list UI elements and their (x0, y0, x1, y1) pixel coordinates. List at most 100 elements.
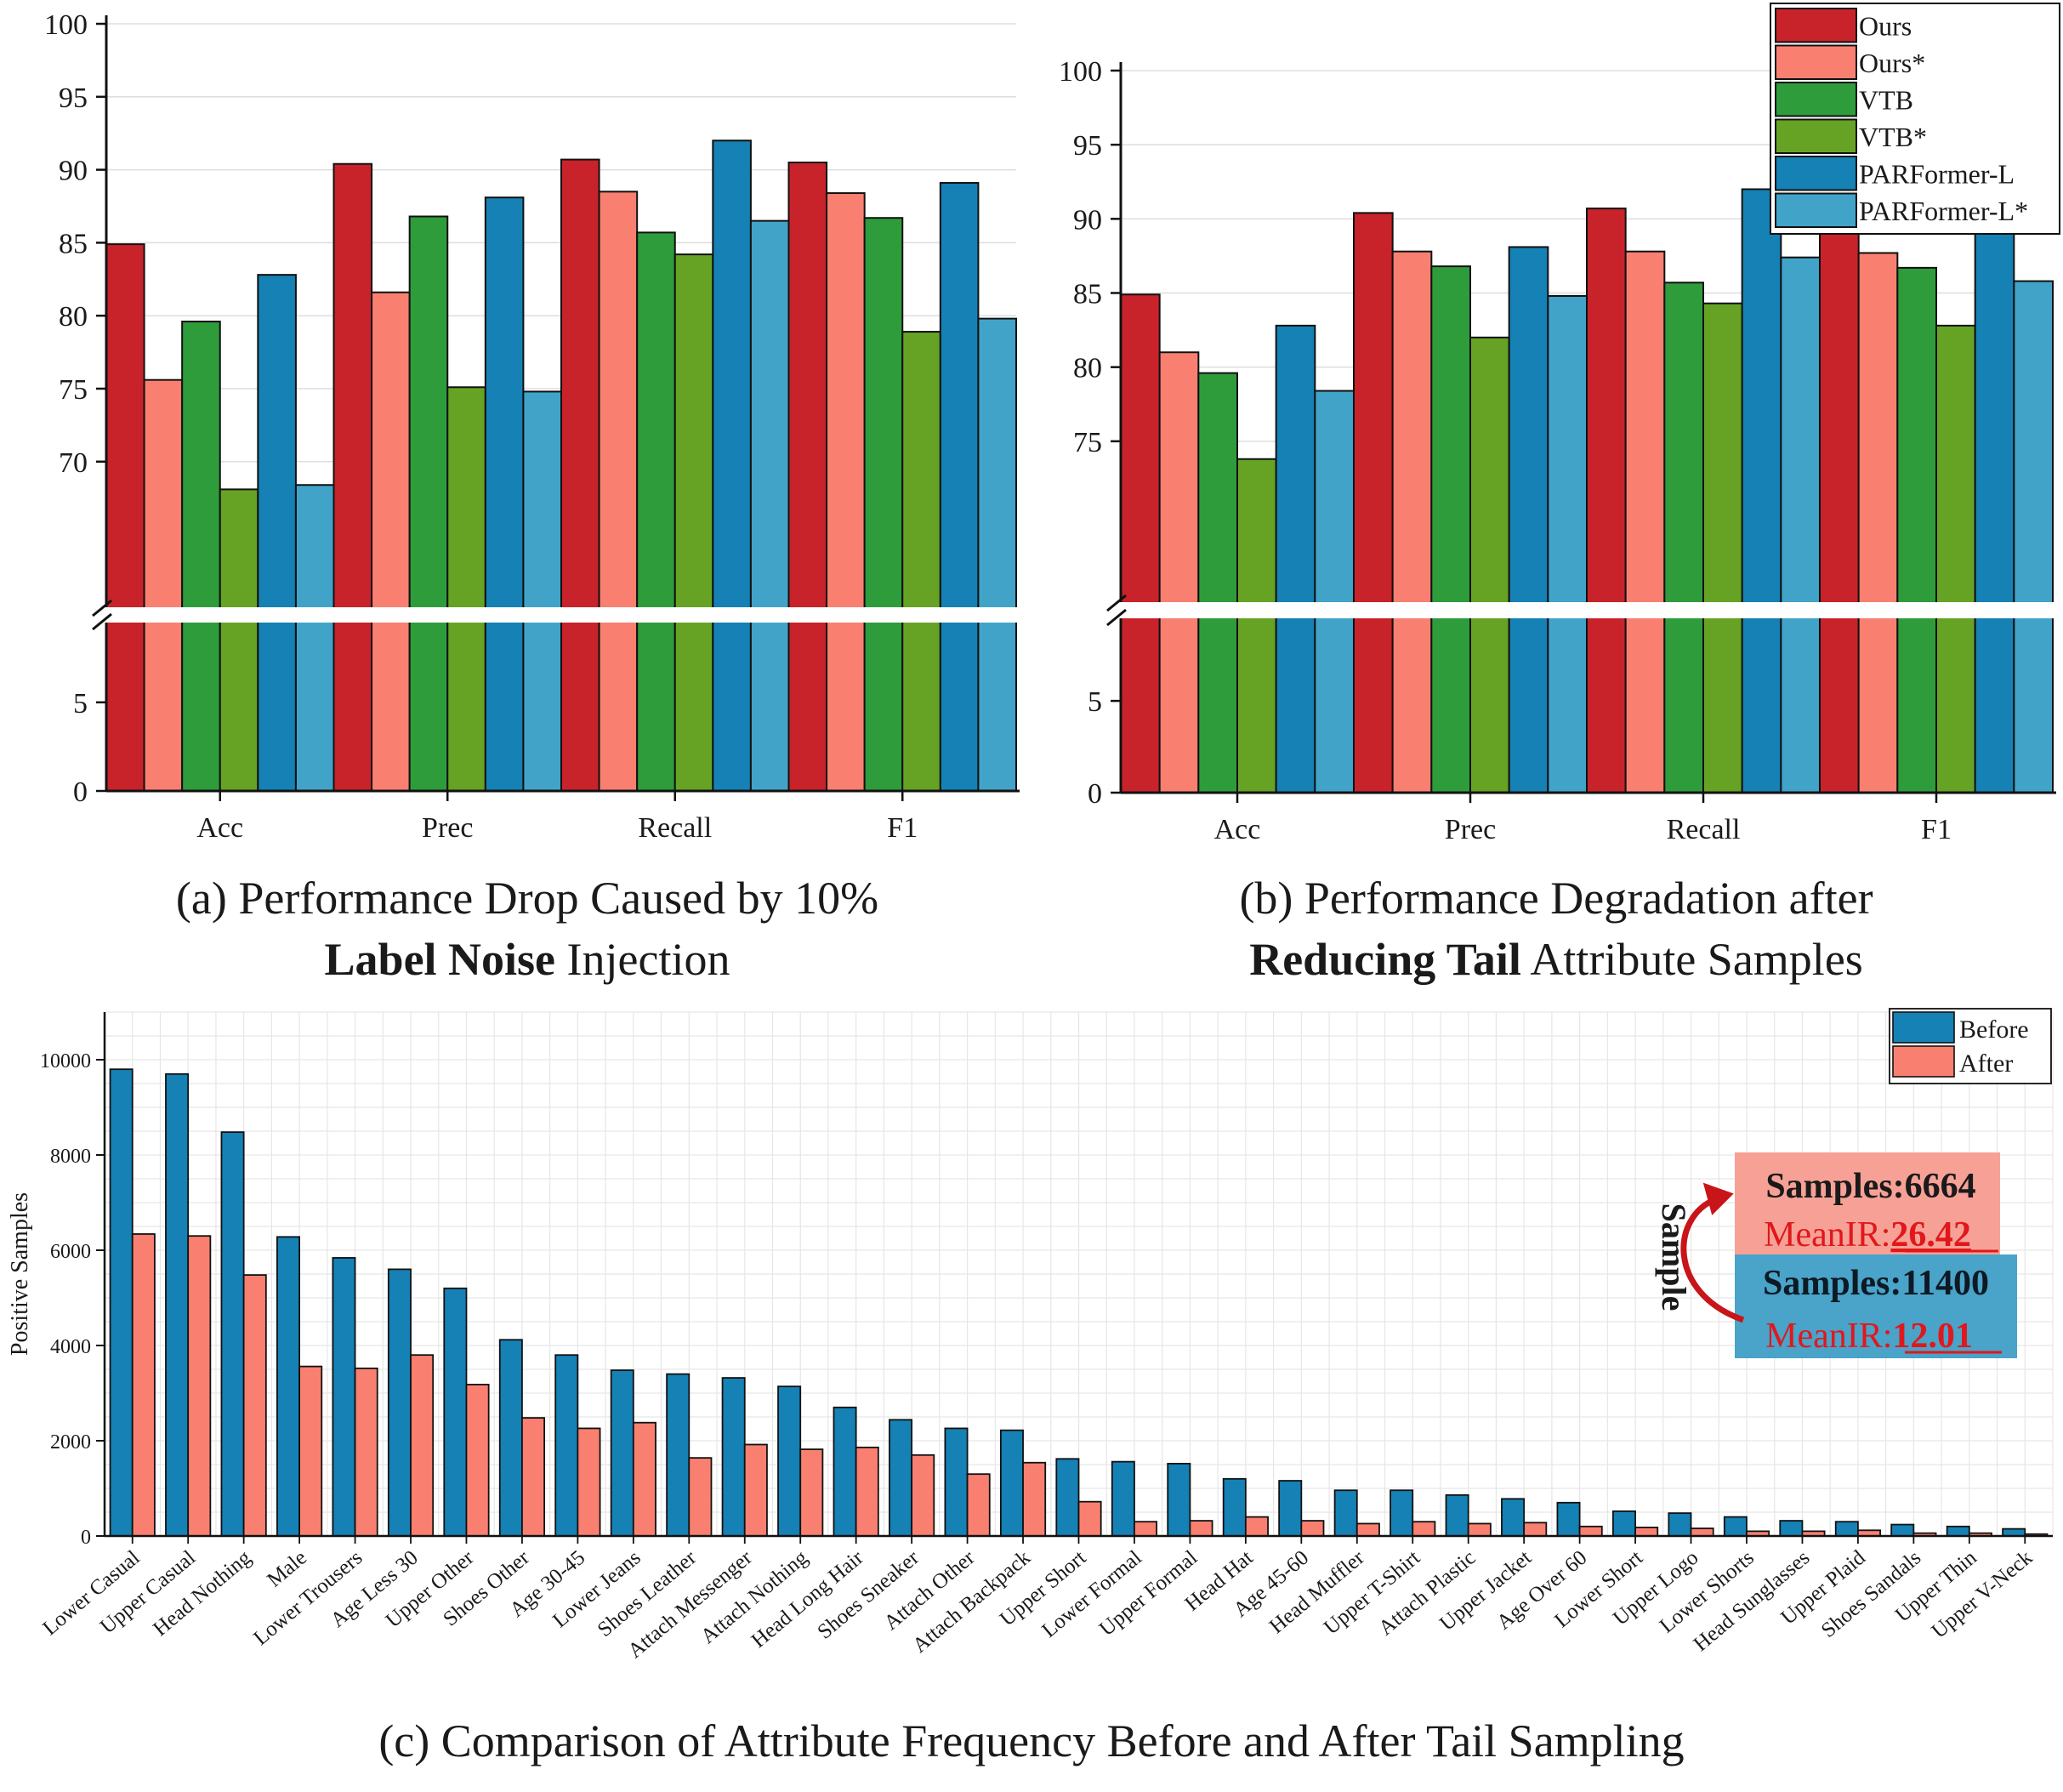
y-tick-label: 0 (1088, 778, 1102, 810)
y-tick-label: 8000 (50, 1146, 91, 1168)
axis-break-gap (81, 607, 1025, 623)
bar-c-before-3 (220, 1131, 245, 1537)
bar-c-before-16 (944, 1427, 969, 1537)
bar-c-before-2 (165, 1072, 190, 1537)
bar-c-after-1 (131, 1233, 156, 1537)
bar-c-before-30 (1723, 1516, 1748, 1537)
bar-c-before-1 (109, 1068, 134, 1537)
bar-c-after-24 (1412, 1521, 1436, 1537)
legend-label: PARFormer-L (1859, 159, 2015, 190)
y-tick-label: 100 (44, 9, 88, 41)
bar-b-ours-acc (1120, 293, 1161, 794)
x-tick-label: Recall (638, 812, 712, 844)
axis-break-gap (1095, 602, 2061, 618)
legend-swatch-ours (1775, 8, 1857, 43)
bar-c-before-11 (666, 1373, 691, 1537)
caption-b-bold: Reducing Tail (1249, 934, 1521, 985)
legend-label: Ours (1859, 11, 1912, 42)
bar-b-parformer-l-star-recall (1780, 256, 1821, 794)
bar-b-ours-f1 (1819, 210, 1860, 794)
y-tick-label: 85 (1073, 279, 1102, 310)
caption-c-text: (c) Comparison of Attribute Frequency Be… (378, 1715, 1685, 1766)
chart-b: 75 80 85 90 95 100 0 5 Acc Prec Recall F1 (1059, 56, 2061, 845)
bar-c-before-4 (276, 1236, 301, 1537)
axis-break-mark (1106, 594, 1127, 612)
bar-c-before-28 (1611, 1510, 1636, 1537)
bar-c-after-15 (911, 1454, 935, 1537)
bar-c-after-9 (577, 1427, 601, 1537)
bar-c-before-25 (1445, 1493, 1469, 1537)
bar-b-ours-star-acc (1158, 351, 1200, 794)
caption-b: (b) Performance Degradation after Reduci… (1071, 868, 2041, 990)
bar-b-vtb-star-acc (1236, 458, 1277, 794)
legend-swatch-vtb-star (1775, 118, 1857, 154)
x-tick-label: Prec (422, 812, 473, 844)
bar-b-parformer-l-star-prec (1547, 294, 1588, 794)
bar-a-ours-recall (560, 158, 600, 793)
bar-c-before-33 (1890, 1523, 1915, 1537)
bar-c-after-29 (1690, 1527, 1714, 1537)
bar-c-after-22 (1300, 1520, 1325, 1537)
y-tick-label: 90 (59, 156, 88, 187)
legend-label: VTB (1859, 85, 1913, 116)
bar-c-after-18 (1077, 1500, 1102, 1537)
bar-c-before-26 (1501, 1498, 1526, 1537)
bar-a-ours-star-acc (143, 378, 184, 792)
bar-c-before-6 (387, 1268, 412, 1537)
bar-b-ours-star-recall (1624, 250, 1666, 794)
x-tick-label: F1 (887, 812, 918, 844)
bar-b-ours-recall (1586, 208, 1627, 794)
bar-c-before-22 (1278, 1480, 1303, 1537)
legend-label: Before (1959, 1015, 2029, 1044)
legend-swatch-vtb (1775, 82, 1857, 117)
bar-c-before-12 (721, 1377, 746, 1537)
bar-c-before-21 (1222, 1477, 1247, 1537)
bar-c-after-19 (1134, 1521, 1158, 1537)
sample-arrow-head (1702, 1182, 1734, 1215)
bar-a-vtb-star-prec (446, 386, 486, 792)
y-tick-label: 100 (1059, 56, 1102, 88)
bar-c-after-4 (298, 1365, 323, 1537)
bar-c-before-8 (498, 1339, 523, 1537)
x-tick-label: Head Muffler (1265, 1545, 1369, 1638)
before-meanir-text: MeanIR:12.01 (1765, 1317, 1973, 1356)
bar-c-before-34 (1946, 1525, 1970, 1537)
bar-a-vtb-star-acc (219, 488, 259, 792)
sample-arrow (1680, 1196, 1745, 1323)
legend-swatch-ours-star (1775, 44, 1857, 80)
caption-a-bold: Label Noise (324, 934, 556, 985)
bar-c-before-24 (1390, 1489, 1414, 1537)
x-tick-label: Upper Casual (96, 1546, 200, 1639)
bar-c-after-17 (1022, 1461, 1047, 1537)
y-tick-label: 95 (1073, 130, 1102, 162)
y-tick-label: 75 (59, 374, 88, 406)
bar-a-ours-f1 (787, 162, 828, 793)
bar-c-after-7 (465, 1384, 490, 1537)
bar-c-after-12 (743, 1443, 768, 1537)
bar-a-ours-acc (105, 243, 145, 792)
bar-c-before-10 (610, 1369, 634, 1537)
y-axis-label: Positive Samples (7, 1192, 33, 1356)
bar-a-vtb-acc (181, 321, 221, 792)
caption-b-rest: Attribute Samples (1520, 934, 1863, 985)
caption-a-line1: (a) Performance Drop Caused by 10% (175, 873, 879, 924)
bar-c-after-11 (688, 1457, 713, 1537)
bar-c-before-27 (1556, 1501, 1581, 1537)
bar-b-vtb-star-prec (1469, 336, 1510, 794)
y-tick-label: 70 (59, 447, 88, 479)
bar-c-before-13 (777, 1385, 802, 1537)
bar-c-after-21 (1244, 1516, 1269, 1537)
bar-b-ours-prec (1353, 212, 1394, 794)
bar-b-vtb-star-recall (1702, 302, 1743, 794)
bar-b-vtb-recall (1663, 282, 1705, 794)
bar-c-before-31 (1779, 1520, 1804, 1537)
y-tick-label: 0 (81, 1527, 91, 1549)
bar-b-vtb-star-f1 (1935, 324, 1976, 794)
x-tick-label: F1 (1921, 814, 1952, 845)
caption-c: (c) Comparison of Attribute Frequency Be… (170, 1710, 1893, 1772)
after-sampling-box (1735, 1152, 2000, 1254)
bar-c-after-23 (1355, 1522, 1380, 1537)
bar-c-before-19 (1111, 1460, 1135, 1537)
bar-b-vtb-f1 (1896, 266, 1937, 794)
